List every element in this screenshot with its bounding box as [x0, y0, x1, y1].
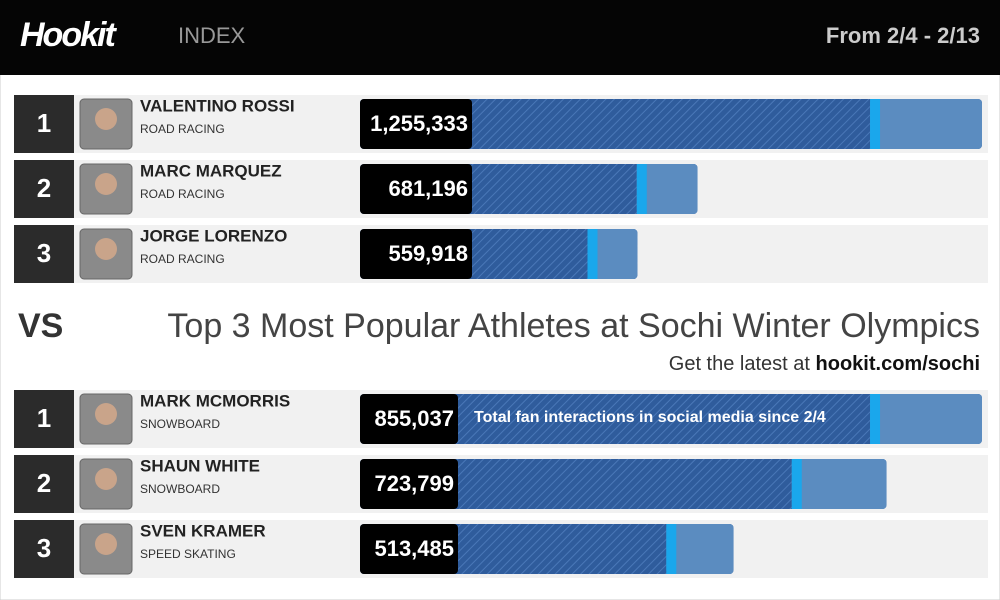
value-box	[360, 394, 458, 444]
bar	[360, 459, 887, 509]
sport: SPEED SKATING	[140, 547, 236, 561]
athlete-name: SHAUN WHITE	[140, 456, 260, 475]
header-bar	[0, 0, 1000, 75]
rank: 2	[37, 468, 51, 498]
athlete-name: JORGE LORENZO	[140, 226, 287, 245]
cta-text: Get the latest at	[669, 353, 811, 375]
value-label: 723,799	[374, 471, 454, 496]
bar-tail	[666, 524, 734, 574]
rank-box	[14, 225, 74, 283]
section-title: Top 3 Most Popular Athletes at Sochi Win…	[167, 307, 980, 345]
photo-head	[95, 238, 117, 260]
value-box	[360, 524, 458, 574]
athlete-name: SVEN KRAMER	[140, 521, 266, 540]
sport: SNOWBOARD	[140, 417, 220, 431]
athlete-name: MARK MCMORRIS	[140, 391, 290, 410]
annotation: Total fan interactions in social media s…	[474, 409, 826, 426]
sport: ROAD RACING	[140, 187, 225, 201]
value-box	[360, 99, 472, 149]
value-label: 1,255,333	[370, 111, 468, 136]
photo-head	[95, 468, 117, 490]
bar-accent	[587, 229, 598, 279]
rank-box	[14, 95, 74, 153]
photo-head	[95, 533, 117, 555]
bar-accent	[870, 99, 881, 149]
date-range: From 2/4 - 2/13	[826, 23, 980, 48]
sport: ROAD RACING	[140, 122, 225, 136]
bar-accent	[666, 524, 677, 574]
bar-tail	[587, 229, 638, 279]
value-box	[360, 164, 472, 214]
sport: SNOWBOARD	[140, 482, 220, 496]
vs-label: VS	[18, 307, 63, 345]
rankings: 1 VALENTINO ROSSI ROAD RACING 1,255,333 2 MAR…	[14, 95, 988, 578]
rank-box	[14, 390, 74, 448]
value-label: 855,037	[374, 406, 454, 431]
bar-accent	[870, 394, 881, 444]
photo-head	[95, 108, 117, 130]
bar-tail	[870, 394, 982, 444]
value-box	[360, 459, 458, 509]
header-subtitle: INDEX	[178, 23, 246, 48]
rank: 1	[37, 108, 51, 138]
rank-box	[14, 160, 74, 218]
cta: Get the latest at hookit.com/sochi	[669, 353, 980, 375]
value-label: 513,485	[374, 536, 454, 561]
bar	[360, 394, 982, 444]
cta-link[interactable]: hookit.com/sochi	[816, 353, 980, 375]
rank-box	[14, 520, 74, 578]
photo-head	[95, 173, 117, 195]
rank: 1	[37, 403, 51, 433]
sport: ROAD RACING	[140, 252, 225, 266]
athlete-name: VALENTINO ROSSI	[140, 96, 295, 115]
bar-tail	[636, 164, 698, 214]
bar-tail	[870, 99, 982, 149]
value-label: 681,196	[388, 176, 468, 201]
value-box	[360, 229, 472, 279]
rank: 3	[37, 238, 51, 268]
photo-head	[95, 403, 117, 425]
rank: 3	[37, 533, 51, 563]
bar-tail	[791, 459, 887, 509]
athlete-name: MARC MARQUEZ	[140, 161, 282, 180]
rank-box	[14, 455, 74, 513]
bar	[360, 99, 982, 149]
bar-accent	[791, 459, 802, 509]
logo: Hookit	[20, 16, 117, 54]
rank: 2	[37, 173, 51, 203]
value-label: 559,918	[388, 241, 468, 266]
bar-accent	[636, 164, 647, 214]
